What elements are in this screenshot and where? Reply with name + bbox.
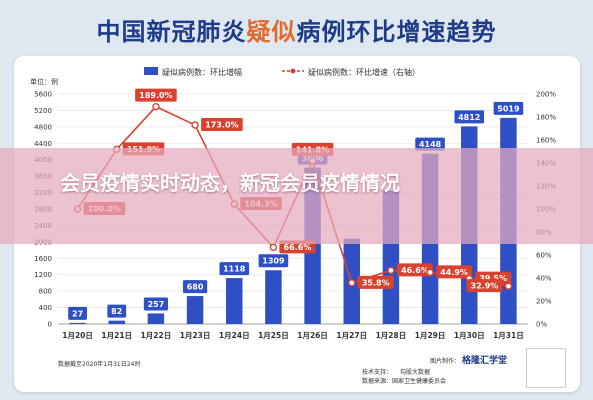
line-value-label: 32.9% [471, 282, 499, 291]
line-point-1月23日 [191, 121, 199, 129]
tech-support-label: 技术支持： [362, 369, 393, 376]
overlay-banner [0, 148, 593, 244]
y-left-tick-label: 0 [48, 321, 52, 329]
x-tick-label: 1月24日 [219, 331, 250, 340]
drawing-credit: 图片制作： [430, 358, 461, 365]
y-right-tick-label: 160% [536, 137, 556, 145]
y-left-tick-label: 4800 [34, 123, 52, 131]
bar-label-box [182, 280, 208, 294]
bar-1月24日 [226, 278, 243, 324]
y-left-tick-label: 5600 [34, 91, 52, 99]
qr-code-icon [526, 348, 566, 388]
y-left-tick-label: 5200 [34, 107, 52, 115]
line-label-box [466, 279, 503, 293]
y-right-tick-label: 180% [536, 114, 556, 122]
bar-value-label: 4148 [419, 140, 442, 149]
line-value-label: 66.6% [284, 243, 312, 252]
line-value-label: 35.8% [362, 278, 390, 287]
x-tick-label: 1月25日 [258, 331, 289, 340]
x-tick-label: 1月31日 [493, 331, 524, 340]
bar-value-label: 1118 [223, 265, 246, 274]
title-highlight: 疑似 [246, 18, 297, 46]
line-label-box [201, 118, 243, 132]
line-label-box [135, 88, 177, 102]
y-left-tick-label: 800 [39, 288, 52, 296]
line-label-box [357, 275, 394, 289]
bar-label-box [493, 101, 524, 115]
line-point-1月22日 [152, 102, 160, 111]
legend-bar-label: 疑似病例数：环比增幅 [162, 67, 242, 77]
bar-1月22日 [147, 313, 165, 324]
bar-value-label: 5019 [497, 104, 520, 113]
y-axis-left-unit: 单位：例 [30, 77, 58, 86]
line-label-box [436, 265, 473, 279]
y-left-tick-label: 1600 [34, 255, 52, 263]
bar-value-label: 82 [111, 307, 122, 316]
line-point-1月28日 [387, 266, 395, 275]
x-tick-label: 1月23日 [180, 331, 211, 340]
bar-1月23日 [186, 296, 204, 324]
bar-label-box [107, 304, 127, 318]
x-tick-label: 1月28日 [376, 331, 407, 340]
y-right-tick-label: 60% [536, 252, 552, 260]
x-tick-label: 1月27日 [336, 331, 367, 340]
brand-name: 格隆汇学堂 [462, 356, 508, 366]
legend-line-label: 疑似病例数：环比增速（右轴） [308, 67, 420, 77]
y-left-tick-label: 1200 [34, 271, 52, 279]
data-cutoff-note: 数据截至2020年1月31日24时 [58, 361, 141, 368]
line-point-1月29日 [426, 268, 434, 277]
data-source: 数据来源：国家卫生健康委员会 [362, 378, 447, 385]
legend-line-marker [290, 68, 296, 74]
line-value-label: 189.0% [139, 91, 172, 100]
title-part-1: 中国新冠肺炎 [96, 18, 247, 46]
bar-label-box [454, 110, 485, 124]
y-right-tick-label: 20% [536, 298, 552, 306]
y-left-tick-label: 400 [39, 304, 52, 312]
y-right-tick-label: 200% [536, 91, 556, 99]
x-tick-label: 1月29日 [415, 331, 446, 340]
bar-label-box [258, 254, 289, 268]
x-tick-label: 1月30日 [454, 331, 485, 340]
overlay-banner-text: 会员疫情实时动态，新冠会员疫情情况 [60, 171, 400, 195]
y-right-tick-label: 40% [536, 275, 552, 283]
line-point-1月25日 [269, 243, 278, 252]
bar-value-label: 4812 [458, 113, 480, 122]
bar-value-label: 27 [72, 309, 83, 318]
y-right-tick-label: 0% [536, 321, 547, 329]
title-part-2: 病例环比增速趋势 [296, 18, 497, 46]
bar-1月21日 [108, 320, 125, 324]
bar-label-box [143, 297, 169, 311]
bar-value-label: 680 [187, 283, 204, 292]
bar-1月25日 [265, 270, 282, 324]
line-value-label: 44.9% [440, 268, 468, 277]
bar-label-box [415, 137, 445, 151]
line-value-label: 173.0% [205, 121, 238, 130]
y-left-tick-label: 4400 [34, 140, 52, 148]
x-tick-label: 1月26日 [297, 331, 328, 340]
x-tick-label: 1月22日 [141, 331, 172, 340]
bar-label-box [68, 306, 87, 320]
x-tick-label: 1月21日 [101, 331, 132, 340]
bar-label-box [219, 262, 250, 276]
line-label-box [396, 263, 433, 277]
page-title: 中国新冠肺炎疑似病例环比增速趋势 [0, 12, 593, 47]
line-value-label: 46.6% [401, 266, 429, 275]
bar-value-label: 1309 [262, 257, 285, 266]
bar-value-label: 257 [148, 300, 165, 309]
x-tick-label: 1月20日 [62, 331, 93, 340]
legend-bar-swatch [144, 67, 158, 75]
line-value-label: 39.5% [479, 274, 507, 283]
tech-support-name: 勾股大数据 [400, 369, 431, 376]
bar-1月20日 [69, 322, 86, 324]
line-point-1月27日 [348, 279, 356, 287]
line-point-1月31日 [504, 282, 513, 290]
